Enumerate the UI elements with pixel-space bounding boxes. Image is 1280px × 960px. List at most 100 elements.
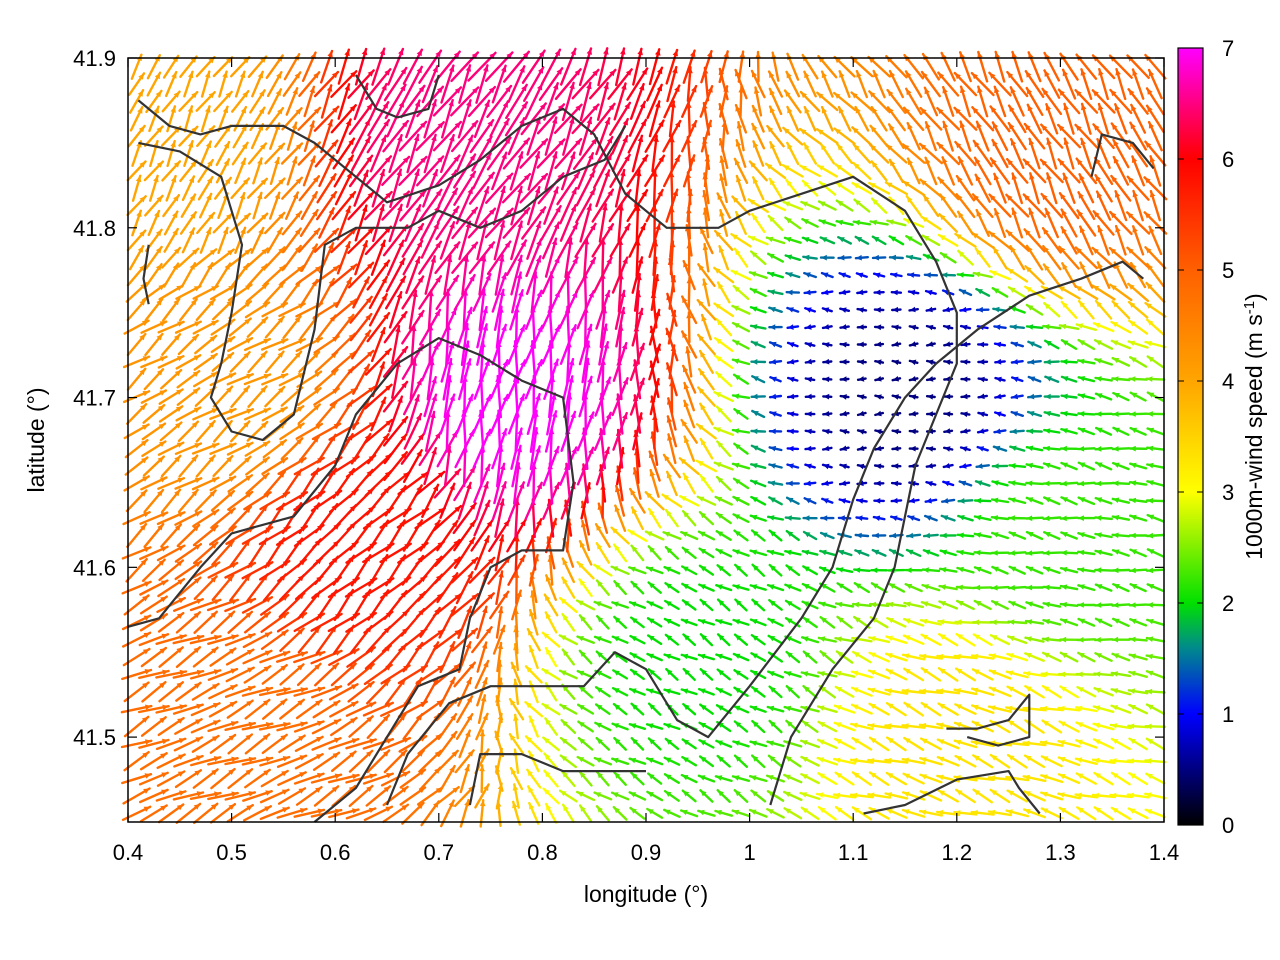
wind-vector	[834, 636, 855, 643]
wind-vector	[1007, 515, 1027, 521]
wind-vector	[366, 749, 391, 774]
wind-vector	[418, 749, 443, 773]
wind-vector	[192, 407, 220, 421]
wind-vector	[768, 341, 783, 348]
wind-vector	[558, 789, 578, 803]
wind-vector	[264, 211, 286, 235]
wind-vector	[228, 300, 253, 320]
wind-vector	[1145, 532, 1165, 539]
wind-vector	[902, 772, 925, 785]
x-tick-label: 0.6	[320, 840, 351, 865]
wind-vector	[922, 193, 940, 218]
wind-vector	[1110, 320, 1132, 334]
wind-vector	[139, 752, 168, 771]
wind-vector	[1094, 299, 1113, 320]
wind-vector	[439, 393, 456, 435]
wind-vector	[702, 278, 711, 307]
wind-vector	[783, 807, 803, 820]
wind-vector	[310, 773, 343, 784]
wind-vector	[959, 120, 972, 152]
wind-vector	[363, 418, 393, 444]
wind-vector	[191, 682, 220, 701]
wind-vector	[164, 70, 178, 98]
wind-vector	[1128, 602, 1148, 608]
wind-vector	[166, 139, 176, 168]
wind-vector	[485, 172, 514, 204]
wind-vector	[987, 775, 1013, 781]
wind-vector	[495, 570, 504, 605]
wind-vector	[564, 237, 574, 279]
wind-vector	[245, 282, 270, 303]
wind-vector	[1057, 158, 1081, 184]
wind-vector	[212, 212, 234, 234]
wind-vector	[434, 241, 461, 275]
wind-vector	[629, 342, 645, 382]
wind-vector	[852, 161, 872, 181]
wind-vector	[908, 306, 919, 313]
wind-vector	[366, 259, 391, 291]
wind-vector	[936, 106, 961, 131]
wind-vector	[885, 652, 908, 662]
wind-vector	[936, 738, 960, 750]
wind-vector	[851, 806, 873, 821]
wind-vector	[401, 309, 425, 345]
wind-vector	[918, 722, 944, 730]
wind-vector	[595, 805, 610, 822]
wind-vector	[594, 686, 611, 698]
wind-vector	[750, 685, 766, 698]
wind-vector	[226, 699, 254, 719]
wind-vector	[247, 350, 268, 374]
wind-vector	[560, 770, 576, 788]
wind-vector	[455, 186, 474, 225]
wind-vector	[666, 415, 678, 448]
wind-vector	[1076, 515, 1096, 521]
wind-vector	[278, 734, 306, 754]
wind-vector	[1076, 446, 1096, 452]
wind-vector	[750, 634, 766, 646]
wind-vector	[769, 411, 782, 417]
wind-vector	[901, 143, 926, 164]
wind-vector	[989, 619, 1011, 626]
wind-vector	[192, 509, 220, 528]
wind-vector	[526, 220, 542, 260]
colorbar-tick-label: 3	[1222, 480, 1234, 505]
wind-vector	[767, 271, 784, 279]
wind-vector	[508, 697, 525, 721]
wind-vector	[328, 737, 360, 750]
wind-vector	[819, 650, 836, 664]
wind-vector	[645, 566, 664, 575]
wind-vector	[190, 702, 221, 717]
wind-vector	[1143, 176, 1168, 201]
wind-vector	[971, 668, 994, 681]
wind-vector	[1095, 190, 1112, 221]
wind-vector	[924, 120, 937, 152]
wind-vector	[1146, 462, 1165, 469]
wind-vector	[836, 615, 853, 629]
wind-vector	[698, 721, 715, 732]
wind-vector	[681, 295, 698, 325]
wind-vector	[769, 140, 782, 167]
wind-vector	[328, 683, 359, 701]
wind-vector	[458, 729, 471, 759]
wind-vector	[173, 736, 204, 752]
wind-vector	[1009, 445, 1026, 452]
wind-vector	[801, 179, 819, 197]
wind-vector	[298, 71, 321, 98]
wind-vector	[527, 750, 540, 773]
wind-vector	[1091, 792, 1116, 799]
wind-vector	[451, 206, 479, 240]
wind-vector	[456, 695, 474, 724]
wind-vector	[297, 625, 321, 654]
wind-vector	[715, 475, 732, 491]
wind-vector	[803, 70, 817, 98]
wind-vector	[1074, 284, 1099, 300]
wind-vector	[1128, 636, 1148, 643]
wind-vector	[157, 477, 186, 490]
wind-vector	[218, 70, 228, 98]
contour-line	[142, 244, 150, 305]
wind-vector	[870, 105, 888, 132]
wind-vector	[959, 85, 971, 118]
wind-vector	[975, 306, 990, 313]
wind-vector	[559, 703, 578, 715]
wind-vector	[751, 563, 766, 577]
